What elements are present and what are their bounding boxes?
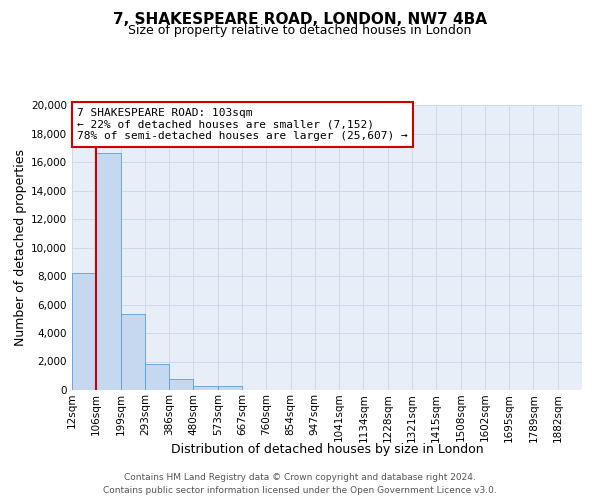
Text: Contains HM Land Registry data © Crown copyright and database right 2024.
Contai: Contains HM Land Registry data © Crown c…	[103, 474, 497, 495]
Bar	[169, 378, 193, 390]
Text: Distribution of detached houses by size in London: Distribution of detached houses by size …	[170, 442, 484, 456]
Bar	[193, 386, 218, 390]
Y-axis label: Number of detached properties: Number of detached properties	[14, 149, 27, 346]
Text: 7 SHAKESPEARE ROAD: 103sqm
← 22% of detached houses are smaller (7,152)
78% of s: 7 SHAKESPEARE ROAD: 103sqm ← 22% of deta…	[77, 108, 408, 141]
Bar	[121, 314, 145, 390]
Bar	[218, 386, 242, 390]
Bar	[72, 273, 96, 390]
Bar	[145, 364, 169, 390]
Text: 7, SHAKESPEARE ROAD, LONDON, NW7 4BA: 7, SHAKESPEARE ROAD, LONDON, NW7 4BA	[113, 12, 487, 28]
Bar	[96, 154, 121, 390]
Text: Size of property relative to detached houses in London: Size of property relative to detached ho…	[128, 24, 472, 37]
